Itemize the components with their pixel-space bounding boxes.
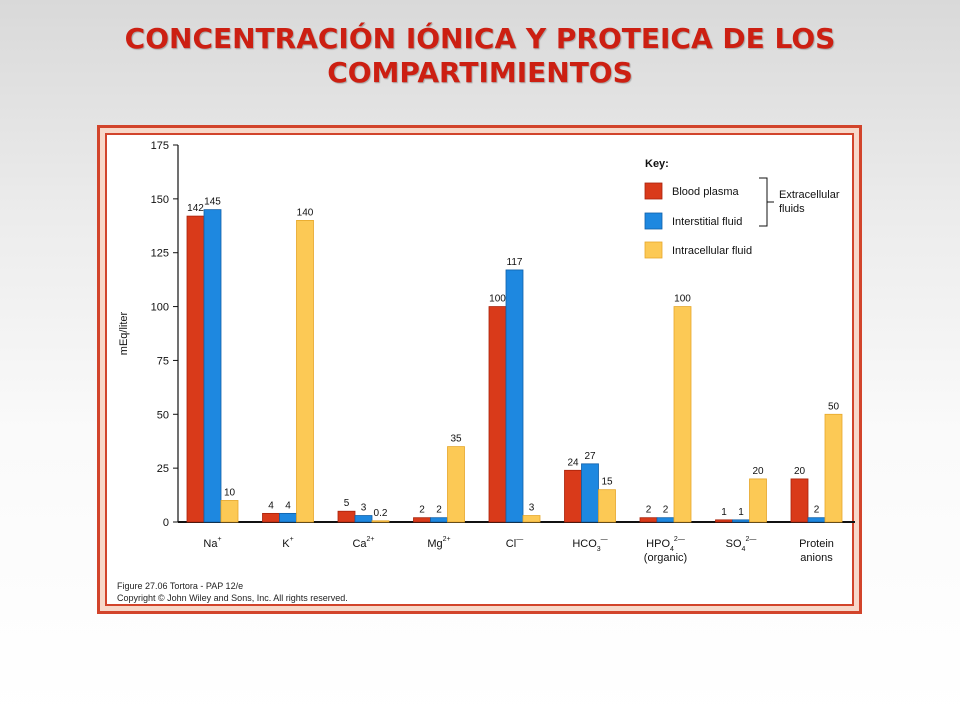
y-tick-label: 75 [157, 355, 169, 367]
figure-frame: 0 25 50 75 100 125 150 175 mEq/liter 142 145 10 Na+ 4… [97, 125, 862, 614]
bar-value-label: 117 [507, 257, 523, 268]
bar-value-label: 20 [752, 466, 764, 477]
bar-intracellular-fluid [522, 515, 541, 523]
bar-value-label: 2 [419, 505, 425, 516]
bar-value-label: 145 [204, 197, 221, 208]
x-category-label: Ca2+ [352, 536, 374, 550]
bar-value-label: 4 [285, 500, 291, 511]
bar-interstitial-fluid [203, 209, 222, 523]
x-category-label-line-2: (organic) [644, 552, 687, 564]
bar-value-label: 5 [344, 498, 350, 509]
bar-blood-plasma [715, 519, 733, 523]
y-tick-label: 125 [151, 248, 169, 260]
bar-intracellular-fluid [673, 306, 692, 523]
bar-value-label: 10 [224, 487, 236, 498]
legend-swatch [644, 182, 663, 200]
x-category-label: K+ [282, 536, 293, 550]
bar-intracellular-fluid [824, 413, 843, 523]
y-tick-label: 50 [157, 409, 169, 421]
bar-value-label: 100 [489, 294, 506, 305]
bar-intracellular-fluid [447, 446, 465, 523]
bar-intracellular-fluid [371, 520, 390, 523]
y-tick-label: 0 [163, 517, 169, 529]
bar-blood-plasma [186, 215, 205, 523]
y-tick-label: 25 [157, 463, 169, 475]
y-tick-label: 150 [151, 194, 169, 206]
bar-intracellular-fluid [296, 220, 314, 523]
x-category-label: HCO3— [572, 536, 607, 553]
legend-swatch [644, 241, 663, 259]
bar-value-label: 15 [601, 477, 613, 488]
bar-blood-plasma [337, 510, 356, 523]
bar-value-label: 1 [721, 507, 727, 518]
bar-interstitial-fluid [807, 517, 826, 523]
bar-value-label: 50 [828, 401, 840, 412]
bar-value-label: 3 [529, 503, 535, 514]
bar-value-label: 0.2 [374, 508, 388, 519]
slide-title: CONCENTRACIÓN IÓNICA Y PROTEICA DE LOS C… [0, 22, 960, 90]
bar-value-label: 100 [674, 294, 691, 305]
bar-intracellular-fluid [749, 478, 767, 523]
bar-interstitial-fluid [581, 463, 599, 523]
y-axis-title: mEq/liter [118, 311, 130, 355]
bar-interstitial-fluid [354, 515, 373, 523]
legend-title: Key: [645, 158, 669, 170]
bar-interstitial-fluid [732, 519, 750, 523]
x-category-label: Protein [799, 538, 834, 550]
bar-interstitial-fluid [430, 517, 448, 523]
legend-label: Interstitial fluid [672, 216, 742, 228]
bar-value-label: 1 [738, 507, 744, 518]
legend-label: Intracellular fluid [672, 245, 752, 257]
bar-blood-plasma [413, 517, 431, 523]
bar-value-label: 2 [436, 505, 442, 516]
legend-group-label-line-2: fluids [779, 203, 805, 215]
bar-interstitial-fluid [279, 512, 297, 523]
x-category-label: HPO42— [646, 536, 685, 553]
x-category-label-line-2: anions [800, 552, 833, 564]
bar-value-label: 27 [584, 451, 596, 462]
bar-value-label: 35 [450, 434, 462, 445]
bar-value-label: 4 [268, 500, 274, 511]
bar-blood-plasma [564, 469, 582, 523]
bar-intracellular-fluid [220, 500, 239, 523]
bar-interstitial-fluid [656, 517, 675, 523]
bar-value-label: 20 [794, 466, 806, 477]
slide-title-line-2: COMPARTIMIENTOS [327, 56, 633, 89]
bar-value-label: 2 [663, 505, 669, 516]
bar-value-label: 3 [361, 503, 367, 514]
bar-value-label: 24 [567, 457, 579, 468]
figure-caption-line-2: Copyright © John Wiley and Sons, Inc. Al… [117, 593, 348, 603]
bar-blood-plasma [488, 306, 507, 523]
y-tick-label: 175 [151, 140, 169, 152]
bar-value-label: 2 [814, 505, 820, 516]
bar-blood-plasma [262, 512, 280, 523]
figure-panel: 0 25 50 75 100 125 150 175 mEq/liter 142 145 10 Na+ 4… [105, 133, 855, 606]
figure-caption: Figure 27.06 Tortora - PAP 12/e Copyrigh… [117, 580, 348, 604]
x-category-label: Na+ [203, 536, 221, 550]
y-tick-label: 100 [151, 302, 169, 314]
bar-blood-plasma [790, 478, 809, 523]
legend-swatch [644, 212, 663, 230]
slide-title-line-1: CONCENTRACIÓN IÓNICA Y PROTEICA DE LOS [124, 22, 836, 55]
x-category-label: SO42— [726, 536, 757, 553]
bar-value-label: 142 [187, 203, 204, 214]
bar-interstitial-fluid [505, 269, 524, 523]
x-category-label: Cl— [506, 536, 523, 550]
legend-label: Blood plasma [672, 186, 740, 198]
x-category-label: Mg2+ [427, 536, 450, 550]
bar-intracellular-fluid [598, 489, 616, 523]
figure-caption-line-1: Figure 27.06 Tortora - PAP 12/e [117, 581, 244, 591]
bar-value-label: 140 [297, 207, 314, 218]
bar-chart: 0255075100125150175mEq/liter14214510Na+4… [118, 140, 855, 564]
legend-bracket [759, 177, 774, 227]
legend-group-label-line-1: Extracellular [779, 189, 840, 201]
bar-blood-plasma [639, 517, 658, 523]
bar-value-label: 2 [646, 505, 652, 516]
